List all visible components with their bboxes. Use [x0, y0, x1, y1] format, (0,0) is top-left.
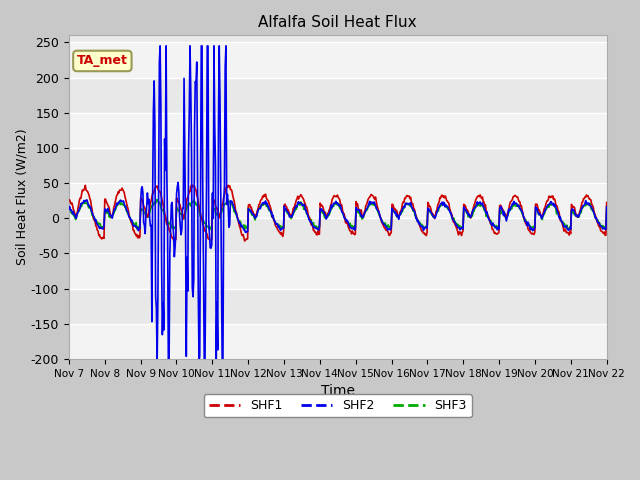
SHF1 [65, 197, 73, 203]
SHF2 [156, 43, 164, 49]
Bar [69, 183, 607, 218]
SHF1 [185, 192, 193, 197]
SHF2 [603, 204, 611, 210]
Legend: SHF1, SHF2, SHF3: SHF1, SHF2, SHF3 [204, 395, 472, 418]
Y-axis label: Soil Heat Flux (W/m2): Soil Heat Flux (W/m2) [15, 129, 28, 265]
SHF1 [420, 230, 428, 236]
SHF2 [404, 202, 412, 207]
SHF2 [154, 360, 161, 365]
SHF3 [75, 208, 83, 214]
SHF3 [205, 227, 213, 233]
Title: Alfalfa Soil Heat Flux: Alfalfa Soil Heat Flux [259, 15, 417, 30]
Bar [69, 324, 607, 359]
SHF1 [241, 238, 248, 244]
SHF2 [130, 223, 138, 229]
SHF1 [75, 203, 83, 208]
Line: SHF3: SHF3 [69, 200, 607, 230]
SHF3 [404, 201, 412, 207]
SHF1 [188, 182, 196, 188]
X-axis label: Time: Time [321, 384, 355, 398]
SHF2 [75, 208, 83, 214]
SHF3 [65, 207, 73, 213]
SHF3 [154, 197, 161, 203]
SHF2 [420, 226, 428, 232]
SHF3 [186, 201, 193, 206]
SHF1 [603, 200, 611, 205]
Bar [69, 42, 607, 78]
SHF3 [420, 225, 428, 231]
Bar [69, 253, 607, 288]
SHF3 [603, 207, 611, 213]
SHF1 [130, 228, 138, 233]
SHF2 [186, 43, 194, 49]
SHF1 [214, 209, 221, 215]
SHF1 [404, 193, 412, 199]
SHF2 [214, 121, 222, 127]
SHF3 [214, 214, 222, 219]
Line: SHF2: SHF2 [69, 46, 607, 362]
Bar [69, 113, 607, 148]
SHF3 [130, 221, 138, 227]
Text: TA_met: TA_met [77, 54, 128, 68]
Line: SHF1: SHF1 [69, 185, 607, 241]
SHF2 [65, 206, 73, 212]
